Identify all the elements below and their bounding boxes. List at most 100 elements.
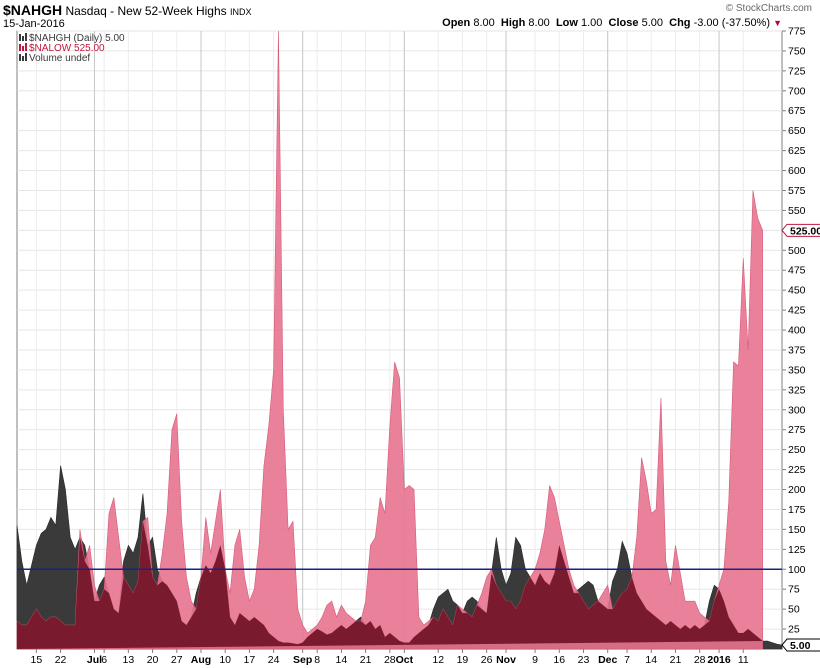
x-tick-label: Oct: [396, 654, 414, 666]
price-tag: 525.00: [781, 223, 820, 237]
x-tick-label: 15: [31, 654, 43, 666]
legend-swatch: [22, 36, 24, 41]
y-tick-label: 75: [788, 584, 800, 596]
chg-value: -3.00 (-37.50%): [693, 17, 771, 29]
x-tick-label: 2016: [707, 654, 731, 666]
price-tag-box: [781, 223, 820, 237]
y-tick-label: 400: [788, 325, 806, 337]
y-tick-label: 350: [788, 364, 806, 376]
y-tick-label: 675: [788, 105, 806, 117]
y-tick-label: 250: [788, 444, 806, 456]
x-tick-label: 28: [384, 654, 396, 666]
price-tag: 5.00: [781, 638, 820, 652]
x-tick-label: 10: [219, 654, 231, 666]
x-tick-label: 27: [171, 654, 183, 666]
legend-label: Volume undef: [29, 53, 90, 64]
legend-item: $NALOW 525.00: [19, 43, 105, 54]
y-tick-label: 550: [788, 205, 806, 217]
ohlc-summary: Open 8.00 High 8.00 Low 1.00 Close 5.00 …: [442, 17, 782, 29]
y-tick-label: 450: [788, 285, 806, 297]
x-tick-label: 14: [645, 654, 657, 666]
legend-swatch: [22, 46, 24, 51]
price-tag-label: 525.00: [790, 225, 820, 237]
x-tick-label: 28: [694, 654, 706, 666]
y-tick-label: 275: [788, 424, 806, 436]
legend-swatch: [25, 53, 27, 61]
y-tick-label: 625: [788, 145, 806, 157]
x-tick-label: 26: [481, 654, 493, 666]
x-tick-label: 20: [147, 654, 159, 666]
y-tick-label: 725: [788, 65, 806, 77]
y-tick-label: 375: [788, 344, 806, 356]
brand-logo[interactable]: © StockCharts.com: [725, 3, 812, 14]
legend-swatch: [22, 56, 24, 61]
x-tick-label: 9: [532, 654, 538, 666]
chart-date: 15-Jan-2016: [3, 18, 65, 30]
x-tick-label: 24: [268, 654, 280, 666]
y-tick-label: 200: [788, 484, 806, 496]
high-label: High: [500, 17, 526, 29]
y-tick-label: 125: [788, 544, 806, 556]
open-value: 8.00: [473, 17, 495, 29]
x-tick-label: 23: [578, 654, 590, 666]
y-tick-label: 750: [788, 45, 806, 57]
price-tag-box: [781, 638, 820, 652]
open-label: Open: [442, 17, 471, 29]
low-label: Low: [555, 17, 578, 29]
down-triangle-icon: ▼: [773, 18, 782, 28]
x-tick-label: 6: [101, 654, 107, 666]
exchange: INDX: [230, 7, 252, 17]
y-tick-label: 600: [788, 165, 806, 177]
y-tick-label: 50: [788, 604, 800, 616]
legend-swatch: [19, 54, 21, 61]
x-tick-label: 8: [314, 654, 320, 666]
y-tick-label: 700: [788, 85, 806, 97]
legend-item: Volume undef: [19, 53, 90, 64]
y-tick-label: 425: [788, 305, 806, 317]
x-tick-label: 12: [432, 654, 444, 666]
chart-title: $NAHGH Nasdaq - New 52-Week Highs INDX: [3, 2, 252, 18]
overlap-area: [17, 521, 763, 649]
symbol: $NAHGH: [3, 2, 63, 18]
y-tick-label: 100: [788, 564, 806, 576]
y-tick-label: 575: [788, 185, 806, 197]
legend-label: $NALOW 525.00: [29, 43, 105, 54]
x-tick-label: Jul: [87, 654, 102, 666]
x-tick-label: 16: [553, 654, 565, 666]
x-tick-label: 22: [55, 654, 67, 666]
y-tick-label: 500: [788, 245, 806, 257]
x-tick-label: 11: [738, 654, 749, 666]
price-tag-label: 5.00: [790, 640, 811, 652]
legend-swatch: [25, 33, 27, 41]
x-tick-label: Sep: [293, 654, 312, 666]
x-tick-label: Dec: [598, 654, 617, 666]
y-tick-label: 475: [788, 265, 806, 277]
y-tick-label: 175: [788, 504, 806, 516]
close-value: 5.00: [641, 17, 663, 29]
y-tick-label: 150: [788, 524, 806, 536]
y-tick-label: 25: [788, 624, 800, 636]
x-tick-label: 13: [123, 654, 135, 666]
symbol-name: Nasdaq - New 52-Week Highs: [65, 4, 227, 18]
legend-swatch: [19, 44, 21, 51]
x-tick-label: Nov: [496, 654, 516, 666]
legend-swatch: [19, 34, 21, 41]
x-tick-label: 19: [457, 654, 469, 666]
x-tick-label: 14: [336, 654, 348, 666]
x-tick-label: 7: [624, 654, 630, 666]
chg-label: Chg: [669, 17, 691, 29]
y-tick-label: 225: [788, 464, 806, 476]
legend-label: $NAHGH (Daily) 5.00: [29, 33, 125, 44]
x-tick-label: 21: [360, 654, 372, 666]
x-tick-label: 17: [244, 654, 256, 666]
y-tick-label: 300: [788, 404, 806, 416]
low-value: 1.00: [581, 17, 603, 29]
close-label: Close: [608, 17, 639, 29]
high-value: 8.00: [528, 17, 550, 29]
y-tick-label: 325: [788, 384, 806, 396]
y-tick-label: 775: [788, 26, 806, 38]
legend-item: $NAHGH (Daily) 5.00: [19, 33, 125, 44]
x-tick-label: 21: [670, 654, 682, 666]
x-tick-label: Aug: [191, 654, 211, 666]
